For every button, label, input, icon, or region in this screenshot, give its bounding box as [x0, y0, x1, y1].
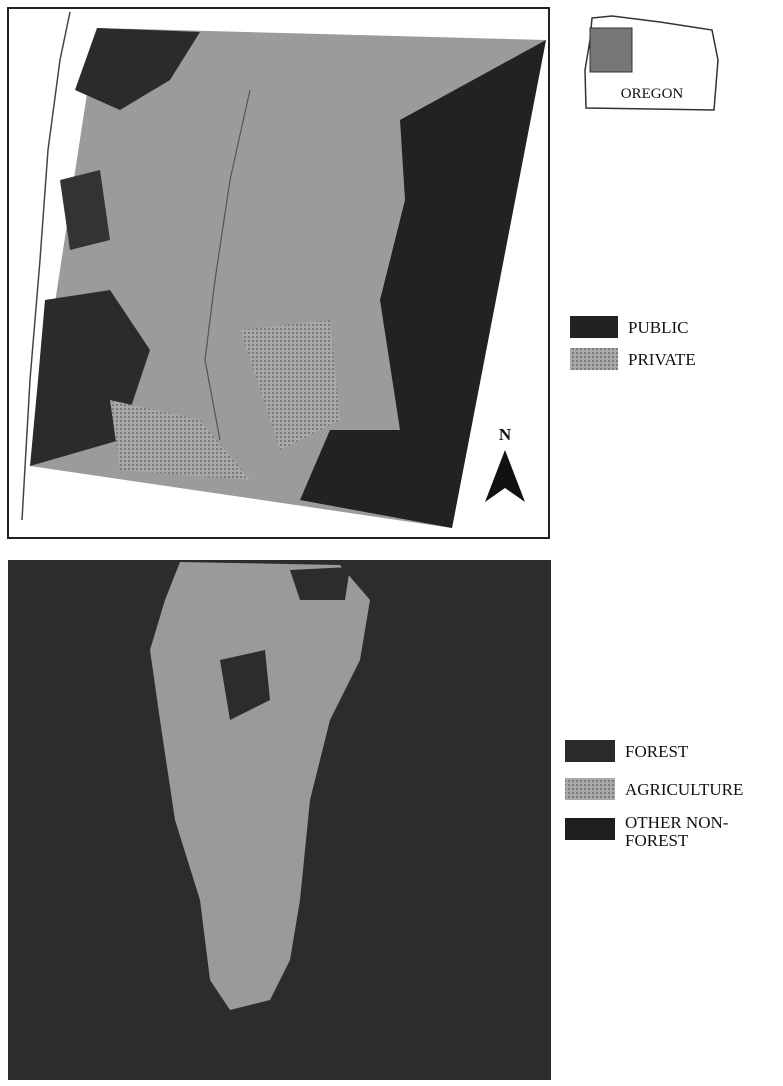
- legend-swatch: [570, 348, 618, 370]
- legend-label: PRIVATE: [628, 350, 696, 369]
- legend-swatch: [565, 778, 615, 800]
- legend-swatch: [565, 740, 615, 762]
- maps: OREGON PUBLIC PRIVATE N FOREST AGRICULTU…: [0, 0, 783, 1086]
- figure: OREGON PUBLIC PRIVATE N FOREST AGRICULTU…: [0, 0, 783, 1086]
- legend-label: AGRICULTURE: [625, 780, 743, 799]
- legend-swatch: [565, 818, 615, 840]
- legend-label: FOREST: [625, 831, 689, 850]
- legend-label: OTHER NON-: [625, 813, 729, 832]
- legend-label: FOREST: [625, 742, 689, 761]
- legend-label: PUBLIC: [628, 318, 688, 337]
- inset-label: OREGON: [621, 86, 684, 102]
- legend-swatch: [570, 316, 618, 338]
- forest-patch: [290, 567, 350, 600]
- north-label: N: [499, 425, 512, 444]
- study-area: [590, 28, 632, 72]
